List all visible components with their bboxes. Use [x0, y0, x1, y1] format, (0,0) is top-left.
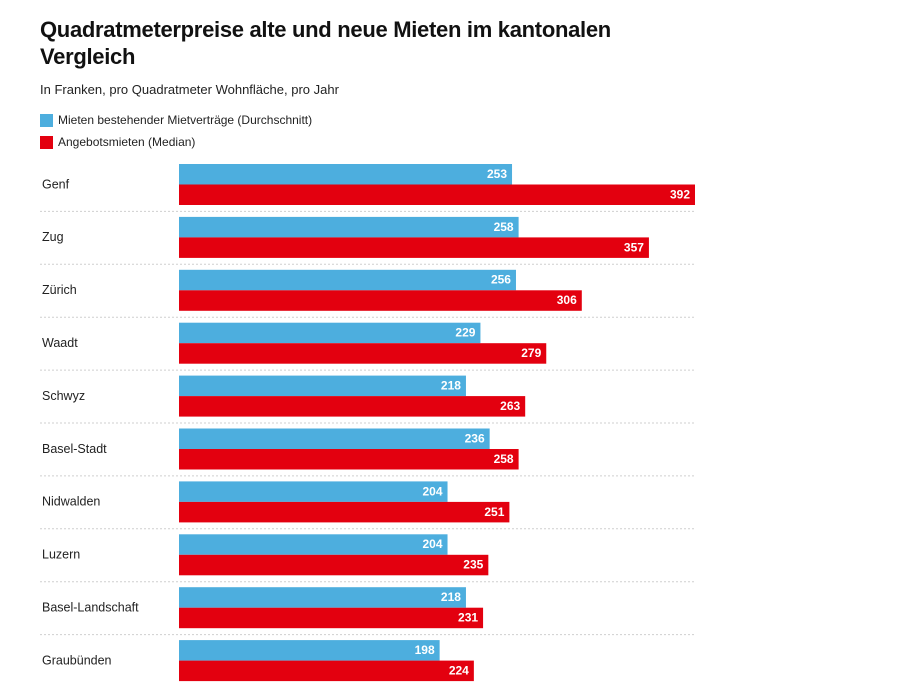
bar-current-rent-luzern — [179, 534, 448, 555]
data-label-current-rent-z-rich: 256 — [491, 273, 511, 287]
data-label-asking-rent-luzern: 235 — [463, 558, 483, 572]
category-label-genf: Genf — [42, 177, 70, 191]
category-label-luzern: Luzern — [42, 548, 80, 562]
bar-asking-rent-nidwalden — [179, 501, 510, 523]
bar-asking-rent-luzern — [179, 554, 489, 576]
bar-current-rent-basel-stadt — [179, 428, 490, 449]
bar-asking-rent-z-rich — [179, 290, 582, 311]
data-label-current-rent-luzern: 204 — [422, 537, 442, 551]
data-label-current-rent-basel-landschaft: 218 — [441, 590, 461, 604]
data-label-current-rent-waadt: 229 — [455, 326, 475, 340]
bar-current-rent-graub-nden — [179, 640, 440, 661]
category-label-basel-stadt: Basel-Stadt — [42, 442, 107, 456]
chart-subtitle: In Franken, pro Quadratmeter Wohnfläche,… — [40, 82, 339, 97]
bar-current-rent-basel-landschaft — [179, 587, 466, 608]
legend-swatch-current-rents — [40, 113, 53, 127]
category-label-waadt: Waadt — [42, 336, 78, 350]
bar-current-rent-nidwalden — [179, 481, 448, 502]
data-label-asking-rent-waadt: 279 — [521, 346, 541, 360]
data-label-asking-rent-zug: 357 — [624, 240, 644, 254]
bar-asking-rent-basel-landschaft — [179, 607, 484, 629]
bar-asking-rent-schwyz — [179, 396, 526, 417]
legend-label-asking-rents: Angebotsmieten (Median) — [58, 135, 196, 149]
legend-label-current-rents: Mieten bestehender Mietverträge (Durchsc… — [58, 113, 313, 127]
category-label-graub-nden: Graubünden — [42, 653, 112, 667]
bar-current-rent-waadt — [179, 322, 481, 344]
bar-asking-rent-waadt — [179, 343, 547, 364]
category-label-z-rich: Zürich — [42, 283, 77, 297]
legend-swatch-asking-rents — [40, 135, 53, 149]
bar-current-rent-schwyz — [179, 375, 466, 397]
bar-asking-rent-genf — [179, 184, 695, 205]
data-label-asking-rent-basel-landschaft: 231 — [458, 611, 478, 625]
legend: Mieten bestehender Mietverträge (Durchsc… — [40, 109, 312, 153]
data-label-current-rent-basel-stadt: 236 — [465, 431, 485, 445]
category-label-schwyz: Schwyz — [42, 389, 85, 403]
category-label-nidwalden: Nidwalden — [42, 495, 100, 509]
bar-asking-rent-graub-nden — [179, 660, 474, 682]
chart-title: Quadratmeterpreise alte und neue Mieten … — [40, 17, 611, 69]
data-label-asking-rent-schwyz: 263 — [500, 399, 520, 413]
data-label-asking-rent-graub-nden: 224 — [449, 664, 469, 678]
data-label-asking-rent-nidwalden: 251 — [484, 505, 504, 519]
bar-asking-rent-basel-stadt — [179, 449, 519, 470]
data-label-asking-rent-genf: 392 — [670, 187, 690, 201]
bar-current-rent-genf — [179, 164, 513, 185]
category-label-basel-landschaft: Basel-Landschaft — [42, 600, 139, 614]
bar-current-rent-zug — [179, 216, 519, 238]
data-label-current-rent-zug: 258 — [494, 220, 514, 234]
category-label-zug: Zug — [42, 230, 64, 244]
data-label-current-rent-graub-nden: 198 — [415, 643, 435, 657]
data-label-current-rent-genf: 253 — [487, 167, 507, 181]
legend-item-current-rents: Mieten bestehender Mietverträge (Durchsc… — [40, 109, 312, 131]
data-label-current-rent-schwyz: 218 — [441, 379, 461, 393]
data-label-current-rent-nidwalden: 204 — [422, 484, 442, 498]
bar-current-rent-z-rich — [179, 269, 516, 291]
bar-asking-rent-zug — [179, 237, 649, 258]
legend-item-asking-rents: Angebotsmieten (Median) — [40, 131, 312, 153]
bar-chart: Genf 253 392 Zug 258 357 Zürich 256 306 Waadt 229 2… — [40, 164, 695, 682]
data-label-asking-rent-basel-stadt: 258 — [494, 452, 514, 466]
data-label-asking-rent-z-rich: 306 — [557, 293, 577, 307]
